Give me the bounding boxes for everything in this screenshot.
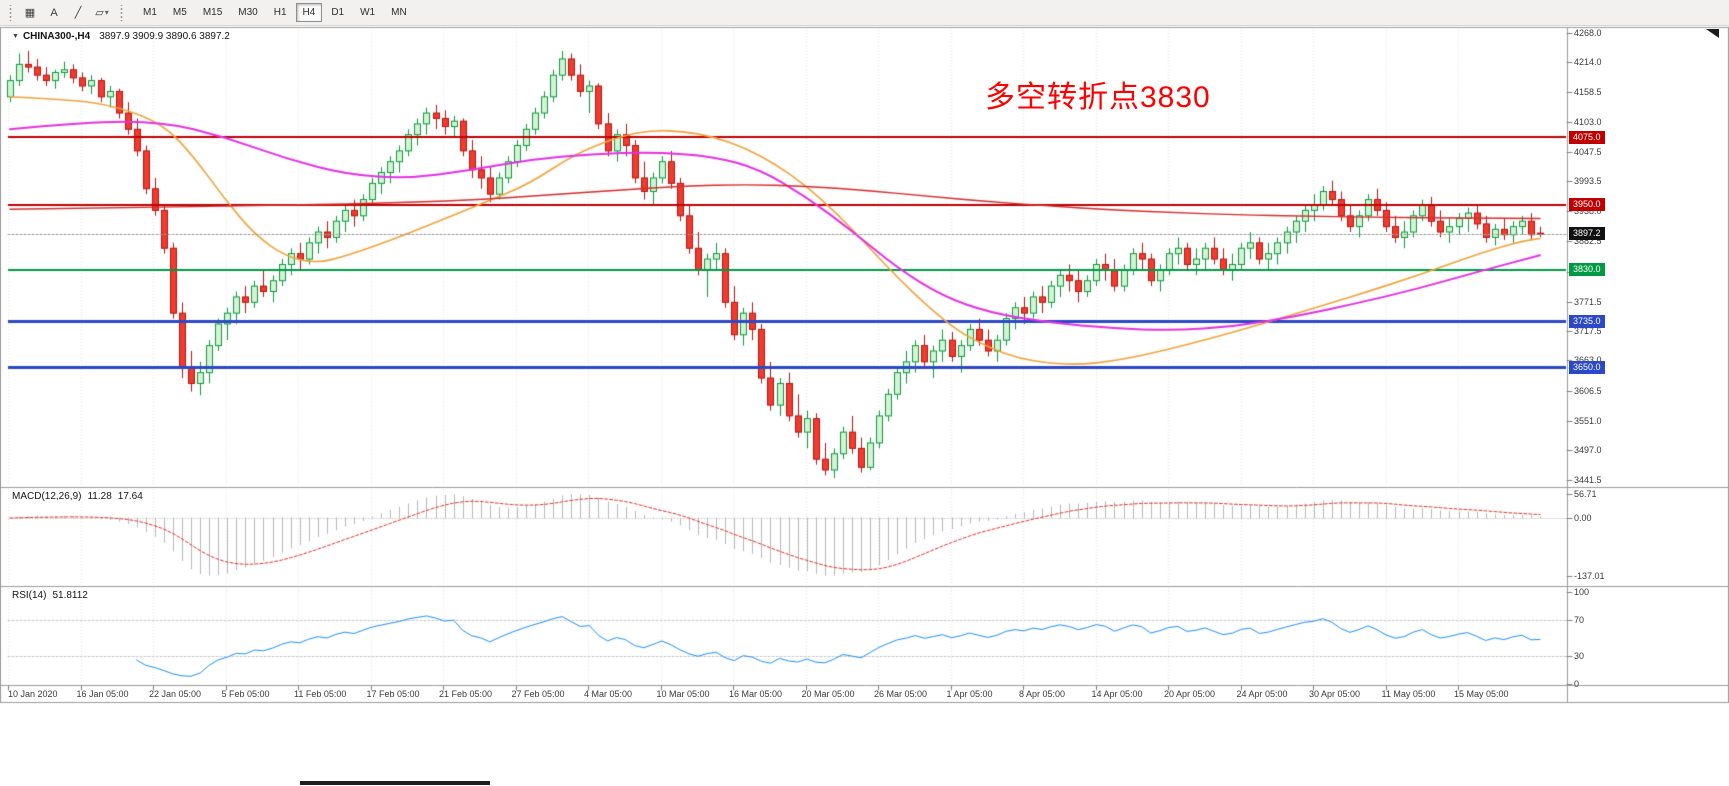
time-axis-label: 17 Feb 05:00 <box>366 689 420 699</box>
rsi-axis-label: 0 <box>1574 679 1580 689</box>
price-level-label: 3830.0 <box>1569 263 1605 277</box>
price-axis-label: 3882.5 <box>1574 236 1602 247</box>
price-level-label: 3650.0 <box>1569 360 1605 374</box>
time-axis-label: 14 Apr 05:00 <box>1091 689 1143 699</box>
price-axis-label: 3441.5 <box>1574 475 1602 485</box>
macd-main-value: 11.28 <box>87 491 112 502</box>
time-axis-label: 10 Jan 2020 <box>8 689 58 699</box>
time-axis-label: 15 May 05:00 <box>1454 689 1509 699</box>
toolbar-drag-handle[interactable] <box>119 4 124 21</box>
time-axis[interactable]: 10 Jan 2020 16 Jan 05:00 22 Jan 05:00 5 Feb… <box>0 686 1729 703</box>
timeframe-button-m5[interactable]: M5 <box>166 3 194 22</box>
macd-indicator-label: MACD(12,26,9) 11.28 17.64 <box>12 491 143 502</box>
price-axis-label: 4268.0 <box>1574 28 1602 38</box>
price-axis-label: 3717.5 <box>1574 325 1602 336</box>
timeframe-button-h4[interactable]: H4 <box>295 3 323 22</box>
rsi-value: 51.8112 <box>52 590 88 601</box>
chart-title: ▼ CHINA300-,H4 3897.9 3909.9 3890.6 3897.2 <box>12 31 230 42</box>
shapes-icon: ▱ <box>95 7 104 19</box>
price-axis-label: 3551.0 <box>1574 415 1602 426</box>
trendline-tool-button[interactable]: ╱ <box>67 3 89 23</box>
macd-axis-label: -137.01 <box>1574 570 1605 581</box>
time-axis-label: 30 Apr 05:00 <box>1309 689 1361 699</box>
rsi-axis-label: 100 <box>1574 587 1590 597</box>
time-axis-label: 1 Apr 05:00 <box>946 689 993 699</box>
price-axis-label: 4047.5 <box>1574 147 1602 158</box>
chart-shift-marker <box>1706 29 1719 38</box>
text-tool-button[interactable]: A <box>43 3 65 23</box>
time-axis-label: 16 Jan 05:00 <box>76 689 129 699</box>
window-edge-fragment <box>300 781 490 785</box>
time-axis-label: 24 Apr 05:00 <box>1236 689 1288 699</box>
timeframe-button-m30[interactable]: M30 <box>231 3 264 22</box>
time-axis-label: 20 Apr 05:00 <box>1164 689 1216 699</box>
time-axis-label: 8 Apr 05:00 <box>1019 689 1066 699</box>
price-level-label: 3950.0 <box>1569 198 1605 212</box>
shapes-tool-button[interactable]: ▱ ▾ <box>91 3 113 23</box>
price-axis-label: 3497.0 <box>1574 444 1602 455</box>
price-axis[interactable]: 4268.04214.04158.54103.04047.53993.53938… <box>1568 0 1729 786</box>
time-axis-label: 20 Mar 05:00 <box>801 689 855 699</box>
timeframe-button-d1[interactable]: D1 <box>324 3 351 22</box>
price-level-label: 3735.0 <box>1569 314 1605 328</box>
price-axis-label: 3771.5 <box>1574 296 1602 307</box>
macd-name: MACD(12,26,9) <box>12 491 82 502</box>
macd-axis-label: 56.71 <box>1574 488 1597 499</box>
text-tool-icon: A <box>50 6 58 19</box>
chart-window-button[interactable]: ▦ <box>19 3 41 23</box>
rsi-indicator-label: RSI(14) 51.8112 <box>12 590 88 601</box>
time-axis-label: 16 Mar 05:00 <box>729 689 783 699</box>
time-axis-label: 5 Feb 05:00 <box>221 689 270 699</box>
price-axis-label: 4103.0 <box>1574 117 1602 128</box>
price-axis-label: 4158.5 <box>1574 87 1602 98</box>
price-level-label: 4075.0 <box>1569 130 1605 144</box>
ohlc-values: 3897.9 3909.9 3890.6 3897.2 <box>99 31 230 42</box>
symbol-label: CHINA300-,H4 <box>22 31 91 42</box>
trendline-icon: ╱ <box>74 7 82 19</box>
timeframe-button-w1[interactable]: W1 <box>353 3 382 22</box>
rsi-name: RSI(14) <box>12 590 47 601</box>
time-axis-label: 11 Feb 05:00 <box>294 689 347 699</box>
time-axis-label: 26 Mar 05:00 <box>874 689 928 699</box>
price-axis-label: 3606.5 <box>1574 385 1602 396</box>
timeframe-button-h1[interactable]: H1 <box>267 3 294 22</box>
toolbar: ▦ A ╱ ▱ ▾ M1 M5 M15 M30 H1 H4 D1 W1 MN <box>0 0 1729 26</box>
time-axis-label: 11 May 05:00 <box>1381 689 1436 699</box>
time-axis-label: 21 Feb 05:00 <box>439 689 493 699</box>
toolbar-drag-handle[interactable] <box>8 4 13 21</box>
timeframe-button-mn[interactable]: MN <box>384 3 414 22</box>
timeframe-button-m15[interactable]: M15 <box>196 3 229 22</box>
time-axis-label: 22 Jan 05:00 <box>149 689 202 699</box>
grid-icon: ▦ <box>24 7 36 19</box>
time-axis-label: 4 Mar 05:00 <box>584 689 633 699</box>
macd-axis-label: 0.00 <box>1574 513 1592 523</box>
chart-annotation: 多空转折点3830 <box>985 81 1211 114</box>
price-axis-label: 3663.0 <box>1574 355 1602 365</box>
macd-signal-value: 17.64 <box>117 491 143 502</box>
timeframe-toolbar: M1 M5 M15 M30 H1 H4 D1 W1 MN <box>135 3 415 22</box>
time-axis-label: 10 Mar 05:00 <box>656 689 710 699</box>
price-axis-label: 3993.5 <box>1574 176 1602 187</box>
chart-menu-icon[interactable]: ▼ <box>12 33 19 40</box>
current-price-label: 3897.2 <box>1569 227 1605 241</box>
rsi-axis-label: 30 <box>1574 651 1585 662</box>
time-axis-label: 27 Feb 05:00 <box>511 689 565 699</box>
rsi-axis-label: 70 <box>1574 614 1585 625</box>
price-axis-label: 4214.0 <box>1574 57 1602 68</box>
timeframe-button-m1[interactable]: M1 <box>136 3 164 22</box>
chevron-down-icon: ▾ <box>104 8 109 17</box>
